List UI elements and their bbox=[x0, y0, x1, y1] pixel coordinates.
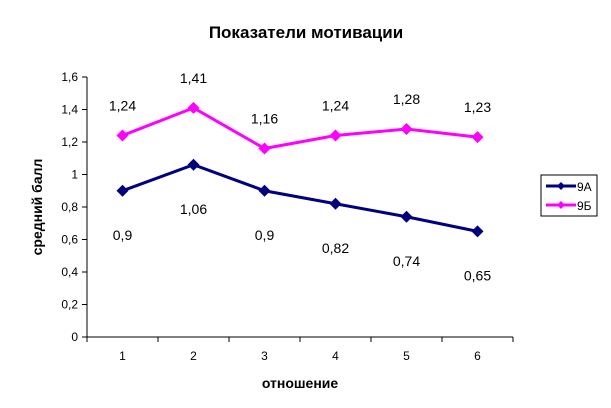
data-point bbox=[187, 158, 200, 171]
data-point bbox=[400, 123, 413, 135]
legend-item: 9Б bbox=[546, 199, 592, 213]
x-tick-label: 1 bbox=[119, 349, 126, 363]
legend-marker bbox=[557, 201, 565, 209]
y-tick-label: 0,8 bbox=[61, 200, 78, 214]
data-label: 0,9 bbox=[113, 227, 133, 243]
data-label: 1,06 bbox=[180, 201, 207, 217]
data-label: 0,65 bbox=[464, 267, 491, 283]
data-label: 0,74 bbox=[393, 253, 420, 269]
data-point bbox=[258, 142, 271, 155]
data-point bbox=[187, 101, 200, 114]
y-tick-label: 1,6 bbox=[61, 70, 78, 84]
data-point bbox=[329, 197, 342, 210]
data-point bbox=[116, 129, 129, 142]
y-tick-label: 0,4 bbox=[61, 265, 78, 279]
data-label: 0,9 bbox=[255, 227, 275, 243]
series-2: 1,24 1,41 1,16 1,24 1,28 1,23 bbox=[109, 70, 491, 155]
y-tick-label: 0 bbox=[71, 330, 78, 344]
data-label: 1,16 bbox=[251, 111, 278, 127]
legend-marker bbox=[557, 182, 565, 190]
series-line bbox=[121, 106, 478, 151]
legend-box bbox=[540, 174, 598, 217]
x-tick-label: 4 bbox=[332, 349, 339, 363]
y-tick-label: 1 bbox=[71, 168, 78, 182]
legend-item: 9А bbox=[546, 180, 592, 194]
y-axis-label: средний балл bbox=[29, 159, 45, 256]
y-tick-label: 1,4 bbox=[61, 103, 78, 117]
x-axis-label: отношение bbox=[262, 375, 339, 391]
series-line bbox=[121, 163, 478, 233]
data-point bbox=[258, 184, 271, 197]
series-1: 0,9 1,06 0,9 0,82 0,74 0,65 bbox=[113, 158, 491, 283]
x-tick-label: 2 bbox=[190, 349, 197, 363]
x-tick-label: 3 bbox=[261, 349, 268, 363]
y-tick-label: 0,6 bbox=[61, 233, 78, 247]
data-point bbox=[471, 131, 484, 144]
x-tick-label: 6 bbox=[474, 349, 481, 363]
data-point bbox=[329, 129, 342, 142]
data-label: 1,41 bbox=[180, 70, 207, 86]
data-point bbox=[471, 225, 484, 238]
legend-label: 9А bbox=[577, 180, 592, 194]
legend-label: 9Б bbox=[577, 199, 592, 213]
y-tick-label: 1,2 bbox=[61, 135, 78, 149]
y-tick-label: 0,2 bbox=[61, 298, 78, 312]
chart-title: Показатели мотивации bbox=[209, 23, 403, 42]
data-point bbox=[116, 184, 129, 197]
data-label: 1,24 bbox=[109, 98, 136, 114]
data-label: 1,23 bbox=[464, 99, 491, 115]
data-label: 1,24 bbox=[322, 98, 349, 114]
data-label: 1,28 bbox=[393, 91, 420, 107]
data-label: 0,82 bbox=[322, 240, 349, 256]
data-point bbox=[400, 210, 413, 223]
x-tick-label: 5 bbox=[403, 349, 410, 363]
